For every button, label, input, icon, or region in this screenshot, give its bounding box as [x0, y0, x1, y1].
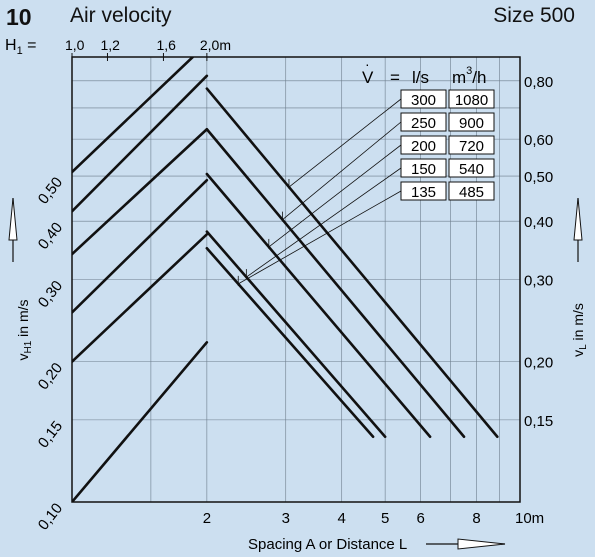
figure-number: 10	[6, 4, 32, 30]
top-tick-label: 2,0m	[200, 37, 231, 53]
leader-line	[282, 121, 402, 220]
right-y-tick-label: 0,15	[524, 413, 553, 430]
x-tick-label: 8	[472, 510, 480, 527]
size-label: Size 500	[493, 4, 575, 27]
left-y-tick: 0,10	[35, 500, 66, 533]
curve-rising	[72, 233, 209, 363]
leader-lines	[237, 98, 402, 286]
right-y-axis-arrow	[573, 197, 583, 262]
left-y-tick: 0,15	[35, 418, 66, 451]
h1-label: H1 =	[5, 37, 36, 57]
flow-box-ls	[400, 112, 447, 132]
leader-line	[268, 144, 402, 248]
curve-falling	[205, 172, 432, 439]
left-axis-ticks: 0,10 0,15 0,20 0,30 0,40 0,50	[35, 174, 66, 533]
curve-falling	[205, 230, 387, 439]
left-y-tick-label: 0,30	[35, 277, 66, 310]
flow-box-ls	[400, 89, 447, 109]
leader-line	[238, 190, 402, 285]
curve-rising	[72, 74, 209, 213]
x-tick-label: 2	[203, 510, 211, 527]
x-tick-label: 4	[338, 510, 346, 527]
curve-rising	[72, 341, 209, 502]
flow-unit-m3h: m3/h	[452, 65, 486, 87]
left-y-tick-label: 0,15	[35, 418, 66, 451]
curve-rising	[72, 127, 209, 256]
right-y-tick-label: 0,60	[524, 132, 553, 149]
flow-box-ls	[400, 135, 447, 155]
flow-box-m3h	[448, 181, 495, 201]
top-tick-label: 1,0	[65, 37, 85, 53]
flow-table: 300 1080 250 900 200 720 150 540 135 485	[400, 89, 495, 201]
top-tick-label: 1,6	[156, 37, 176, 53]
flow-value-m3h: 720	[459, 138, 484, 155]
flow-unit-ls: l/s	[412, 68, 429, 87]
right-y-axis-label: vL in m/s	[570, 303, 589, 357]
flow-value-ls: 200	[411, 138, 436, 155]
left-y-tick: 0,30	[35, 277, 66, 310]
flow-table-header: V · = l/s m3/h	[362, 56, 486, 87]
right-y-tick-label: 0,30	[524, 273, 553, 290]
x-axis-ticks: 2 3 4 5 6 8 10m	[203, 510, 544, 527]
left-y-axis-label: vH1 in m/s	[15, 299, 34, 360]
flow-box-m3h	[448, 112, 495, 132]
right-axis-ticks: 0,15 0,20 0,30 0,40 0,50 0,60 0,80	[524, 74, 553, 430]
flow-box-m3h	[448, 89, 495, 109]
flow-value-ls: 135	[411, 184, 436, 201]
curve-rising	[72, 57, 195, 174]
flow-equals: =	[390, 68, 400, 87]
flow-box-ls	[400, 158, 447, 178]
top-axis-ticks: 1,0 1,2 1,6 2,0m	[65, 37, 231, 61]
top-tick-label: 1,2	[100, 37, 120, 53]
x-axis-label: Spacing A or Distance L	[248, 536, 407, 553]
curve-rising	[72, 178, 209, 314]
flow-value-ls: 300	[411, 92, 436, 109]
right-y-tick-label: 0,40	[524, 214, 553, 231]
flow-value-m3h: 900	[459, 115, 484, 132]
flow-value-ls: 250	[411, 115, 436, 132]
curve-falling	[205, 127, 466, 439]
curve-falling	[205, 246, 375, 439]
x-axis-arrow	[426, 538, 506, 550]
flow-value-m3h: 540	[459, 161, 484, 178]
leader-line	[246, 167, 402, 278]
flow-value-m3h: 485	[459, 184, 484, 201]
chart-title: Air velocity	[70, 4, 172, 27]
curve-falling	[205, 87, 499, 439]
flow-value-m3h: 1080	[455, 92, 488, 109]
left-y-tick: 0,40	[35, 219, 66, 252]
left-y-tick-label: 0,40	[35, 219, 66, 252]
flow-box-m3h	[448, 158, 495, 178]
x-tick-label: 10m	[515, 510, 544, 527]
left-y-tick-label: 0,20	[35, 360, 66, 393]
left-y-tick-label: 0,10	[35, 500, 66, 533]
curves-layer	[72, 57, 499, 502]
x-tick-label: 6	[416, 510, 424, 527]
plot-frame	[71, 56, 521, 503]
flow-box-m3h	[448, 135, 495, 155]
flow-value-ls: 150	[411, 161, 436, 178]
leader-line	[288, 98, 402, 188]
x-tick-label: 3	[282, 510, 290, 527]
left-y-tick: 0,50	[35, 174, 66, 207]
flow-v-symbol: V	[362, 68, 374, 87]
right-y-tick-label: 0,20	[524, 355, 553, 372]
x-tick-label: 5	[381, 510, 389, 527]
flow-v-dot: ·	[365, 56, 370, 72]
left-y-axis-arrow	[8, 197, 18, 262]
flow-box-ls	[400, 181, 447, 201]
left-y-tick: 0,20	[35, 360, 66, 393]
left-y-tick-label: 0,50	[35, 174, 66, 207]
svg-text:vL in m/s: vL in m/s	[570, 303, 589, 357]
svg-text:vH1 in m/s: vH1 in m/s	[15, 299, 34, 360]
right-y-tick-label: 0,80	[524, 74, 553, 91]
right-y-tick-label: 0,50	[524, 169, 553, 186]
